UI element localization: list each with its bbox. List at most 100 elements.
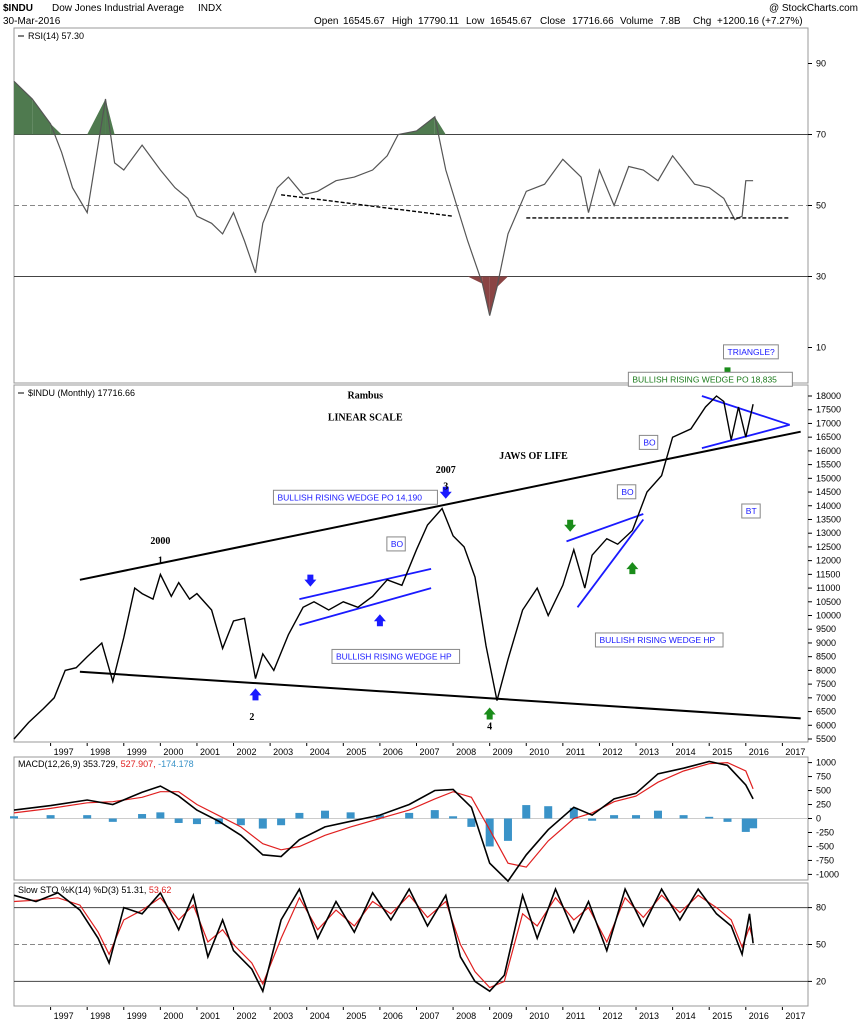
price-xtick-label: 2012 <box>602 747 622 757</box>
low-label: Low <box>466 16 485 27</box>
sto-ytick-label: 80 <box>816 903 826 913</box>
sto-xtick-label: 2008 <box>456 1011 476 1021</box>
arrow-marker-up <box>373 614 386 627</box>
sto-xtick-label: 2004 <box>310 1011 330 1021</box>
annotation-text: JAWS OF LIFE <box>499 451 568 462</box>
annotation-frame <box>331 648 461 664</box>
macd-histogram-bar <box>430 810 439 819</box>
rsi-ytick-label: 10 <box>816 343 826 353</box>
annotation-text: BO <box>621 487 634 497</box>
price-xtick-label: 1997 <box>54 747 74 757</box>
rsi-oversold-area <box>467 276 483 284</box>
annotation-text: BULLISH RISING WEDGE PO 14,190 <box>277 492 422 502</box>
rsi-overbought-area <box>416 116 435 135</box>
price-ytick-label: 9500 <box>816 624 836 634</box>
price-ytick-label: 9000 <box>816 638 836 648</box>
price-ytick-label: 17500 <box>816 405 841 415</box>
price-xtick-label: 2000 <box>163 747 183 757</box>
price-ytick-label: 16500 <box>816 432 841 442</box>
annotation-text: 2 <box>249 712 254 723</box>
sto-xtick-label: 2005 <box>346 1011 366 1021</box>
sto-xtick-label: 2014 <box>676 1011 696 1021</box>
sto-xtick-label: 2000 <box>163 1011 183 1021</box>
macd-histogram-bar <box>610 815 619 819</box>
price-xtick-label: 2004 <box>310 747 330 757</box>
macd-histogram-bar <box>569 807 578 819</box>
macd-histogram-bar <box>83 815 92 819</box>
price-xtick-label: 2003 <box>273 747 293 757</box>
price-ytick-label: 15500 <box>816 460 841 470</box>
price-xtick-label: 2015 <box>712 747 732 757</box>
close-label: Close <box>540 16 566 27</box>
annotation-frame <box>594 632 724 648</box>
rsi-oversold-area <box>496 276 508 288</box>
macd-histogram-bar <box>449 816 458 819</box>
price-xtick-label: 2017 <box>785 747 805 757</box>
macd-histogram-bar <box>632 815 641 819</box>
macd-histogram-bar <box>295 812 304 819</box>
price-line <box>13 395 754 740</box>
annotation-text: BULLISH RISING WEDGE HP <box>599 635 715 645</box>
price-ytick-label: 6500 <box>816 707 836 717</box>
rsi-oversold-area <box>489 276 497 316</box>
price-legend-label: $INDU (Monthly) 17716.66 <box>28 388 135 398</box>
sto-xtick-label: 2001 <box>200 1011 220 1021</box>
price-xtick-label: 2007 <box>419 747 439 757</box>
price-xtick-label: 2010 <box>529 747 549 757</box>
arrow-marker-up <box>483 707 496 720</box>
annotation-box: BULLISH RISING WEDGE PO 18,835 <box>627 371 793 387</box>
price-xtick-label: 2002 <box>237 747 257 757</box>
close-value: 17716.66 <box>572 16 614 27</box>
index-name: Dow Jones Industrial Average <box>52 3 185 14</box>
sto-xtick-label: 2003 <box>273 1011 293 1021</box>
chg-label: Chg <box>693 16 711 27</box>
annotation-box: BULLISH RISING WEDGE PO 14,190 <box>272 489 438 505</box>
symbol-label: $INDU <box>3 3 33 14</box>
annotation-text: TRIANGLE? <box>728 347 776 357</box>
price-ytick-label: 11500 <box>816 569 840 579</box>
high-label: High <box>392 16 413 27</box>
annotation-box: BO <box>616 484 637 500</box>
macd-line <box>13 760 754 883</box>
macd-histogram-bar <box>174 818 183 823</box>
high-value: 17790.11 <box>418 16 459 27</box>
sto-xtick-label: 2012 <box>602 1011 622 1021</box>
chg-value: +1200.16 (+7.27%) <box>717 16 803 27</box>
macd-histogram-bar <box>723 818 732 822</box>
price-xtick-label: 1998 <box>90 747 110 757</box>
price-ytick-label: 8000 <box>816 665 836 675</box>
rsi-overbought-area <box>32 99 51 135</box>
annotation-text: Rambus <box>347 391 383 402</box>
macd-ytick-label: 250 <box>816 800 831 810</box>
price-xtick-label: 2016 <box>749 747 769 757</box>
annotation-frame <box>638 434 659 450</box>
rsi-ytick-label: 30 <box>816 272 826 282</box>
price-xtick-label: 2001 <box>200 747 220 757</box>
rsi-ytick-label: 70 <box>816 130 826 140</box>
macd-histogram-bar <box>46 815 55 819</box>
annotation-text: BT <box>746 506 757 516</box>
trendline-wedge2_upper <box>566 513 644 543</box>
sto-xtick-label: 1999 <box>127 1011 147 1021</box>
price-ytick-label: 13000 <box>816 528 841 538</box>
sto-xtick-label: 1998 <box>90 1011 110 1021</box>
annotation-text: BULLISH RISING WEDGE HP <box>336 651 452 661</box>
price-ytick-label: 17000 <box>816 418 841 428</box>
rsi-legend-label: RSI(14) 57.30 <box>28 31 84 41</box>
annotation-box: BT <box>741 503 761 519</box>
price-xtick-label: 1999 <box>127 747 147 757</box>
rsi-trendline <box>281 194 454 217</box>
rsi-line <box>13 80 754 316</box>
open-value: 16545.67 <box>343 16 385 27</box>
annotation-text: BO <box>643 437 656 447</box>
annotation-text: BO <box>391 539 404 549</box>
macd-histogram-bar <box>679 815 688 819</box>
rsi-overbought-area <box>105 99 115 135</box>
price-xtick-label: 2005 <box>346 747 366 757</box>
annotation-box: BO <box>386 536 406 552</box>
sto-xtick-label: 2013 <box>639 1011 659 1021</box>
chart-header: $INDU Dow Jones Industrial Average INDX … <box>3 3 858 27</box>
annotation-box: BULLISH RISING WEDGE HP <box>594 632 724 648</box>
sto-xtick-label: 2006 <box>383 1011 403 1021</box>
exchange-label: INDX <box>198 3 222 14</box>
